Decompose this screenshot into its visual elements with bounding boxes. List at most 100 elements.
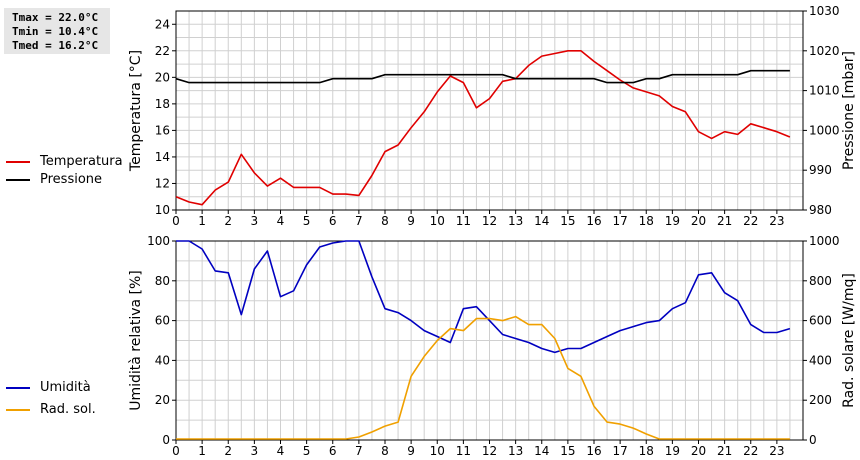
top-right-tick-label: 1010 xyxy=(809,84,840,98)
bottom-left-tick-label: 80 xyxy=(155,274,170,288)
bottom-left-tick-label: 60 xyxy=(155,314,170,328)
legend-temperature-label: Temperatura xyxy=(40,154,123,169)
legend-radiation: Rad. sol. xyxy=(6,402,96,417)
bottom-x-tick-label: 22 xyxy=(743,444,758,458)
bottom-right-axis-title: Rad. solare [W/mq] xyxy=(841,273,857,408)
top-x-tick-label: 9 xyxy=(407,214,415,228)
legend-pressure-label: Pressione xyxy=(40,172,103,187)
bottom-x-tick-label: 1 xyxy=(198,444,206,458)
bottom-x-tick-label: 20 xyxy=(691,444,706,458)
top-x-tick-label: 1 xyxy=(198,214,206,228)
bottom-x-tick-label: 6 xyxy=(329,444,337,458)
bottom-x-tick-label: 5 xyxy=(303,444,311,458)
top-x-tick-label: 8 xyxy=(381,214,389,228)
top-x-tick-label: 14 xyxy=(534,214,549,228)
top-x-tick-label: 16 xyxy=(586,214,601,228)
top-x-tick-label: 20 xyxy=(691,214,706,228)
top-right-tick-label: 1020 xyxy=(809,44,840,58)
top-right-tick-label: 990 xyxy=(809,163,832,177)
top-left-tick-label: 14 xyxy=(155,150,170,164)
bottom-x-tick-label: 19 xyxy=(665,444,680,458)
top-x-tick-label: 13 xyxy=(508,214,523,228)
legend-pressure-swatch xyxy=(6,178,30,181)
legend-radiation-label: Rad. sol. xyxy=(40,402,96,417)
bottom-x-tick-label: 4 xyxy=(277,444,285,458)
tmed-text: Tmed = 16.2°C xyxy=(12,39,99,52)
top-x-tick-label: 10 xyxy=(430,214,445,228)
top-right-tick-label: 1000 xyxy=(809,123,840,137)
bottom-x-tick-label: 14 xyxy=(534,444,549,458)
bottom-x-tick-label: 12 xyxy=(482,444,497,458)
top-x-tick-label: 4 xyxy=(277,214,285,228)
bottom-series-rad-sol- xyxy=(176,315,790,440)
legend-pressure: Pressione xyxy=(6,172,102,187)
bottom-x-tick-label: 9 xyxy=(407,444,415,458)
top-left-tick-label: 22 xyxy=(155,44,170,58)
tmin-text: Tmin = 10.4°C xyxy=(12,25,99,38)
bottom-x-tick-label: 13 xyxy=(508,444,523,458)
legend-temperature: Temperatura xyxy=(6,154,123,169)
top-x-tick-label: 21 xyxy=(717,214,732,228)
bottom-left-tick-label: 20 xyxy=(155,393,170,407)
bottom-x-tick-label: 17 xyxy=(612,444,627,458)
top-right-axis-title: Pressione [mbar] xyxy=(841,51,857,170)
top-right-tick-label: 980 xyxy=(809,203,832,217)
top-x-tick-label: 22 xyxy=(743,214,758,228)
top-x-tick-label: 0 xyxy=(172,214,180,228)
legend-radiation-swatch xyxy=(6,408,30,411)
bottom-right-tick-label: 200 xyxy=(809,393,832,407)
bottom-x-tick-label: 11 xyxy=(456,444,471,458)
tmax-text: Tmax = 22.0°C xyxy=(12,11,99,24)
top-x-tick-label: 7 xyxy=(355,214,363,228)
bottom-right-tick-label: 0 xyxy=(809,433,817,447)
top-x-tick-label: 17 xyxy=(612,214,627,228)
top-x-tick-label: 6 xyxy=(329,214,337,228)
top-x-tick-label: 12 xyxy=(482,214,497,228)
bottom-x-tick-label: 21 xyxy=(717,444,732,458)
top-x-tick-label: 18 xyxy=(639,214,654,228)
bottom-x-tick-label: 18 xyxy=(639,444,654,458)
bottom-x-tick-label: 15 xyxy=(560,444,575,458)
bottom-left-tick-label: 40 xyxy=(155,353,170,367)
bottom-left-tick-label: 100 xyxy=(147,234,170,248)
bottom-x-tick-label: 23 xyxy=(769,444,784,458)
bottom-x-tick-label: 3 xyxy=(251,444,259,458)
top-left-axis-title: Temperatura [°C] xyxy=(128,50,144,172)
top-x-tick-label: 2 xyxy=(224,214,232,228)
top-series-temperatura xyxy=(175,49,791,206)
bottom-x-tick-label: 8 xyxy=(381,444,389,458)
top-x-tick-label: 3 xyxy=(251,214,259,228)
top-right-tick-label: 1030 xyxy=(809,4,840,18)
bottom-right-tick-label: 600 xyxy=(809,314,832,328)
top-left-tick-label: 12 xyxy=(155,176,170,190)
top-x-tick-label: 11 xyxy=(456,214,471,228)
legend-humidity-label: Umidità xyxy=(40,380,91,395)
top-x-tick-label: 15 xyxy=(560,214,575,228)
top-x-tick-label: 5 xyxy=(303,214,311,228)
bottom-x-tick-label: 2 xyxy=(224,444,232,458)
bottom-right-tick-label: 400 xyxy=(809,353,832,367)
top-x-tick-label: 19 xyxy=(665,214,680,228)
bottom-series-umidit- xyxy=(176,240,791,354)
legend-humidity: Umidità xyxy=(6,380,91,395)
top-left-tick-label: 24 xyxy=(155,17,170,31)
top-left-tick-label: 18 xyxy=(155,97,170,111)
bottom-right-tick-label: 1000 xyxy=(809,234,840,248)
bottom-right-tick-label: 800 xyxy=(809,274,832,288)
bottom-x-tick-label: 0 xyxy=(172,444,180,458)
top-left-tick-label: 16 xyxy=(155,123,170,137)
bottom-left-axis-title: Umidità relativa [%] xyxy=(128,270,144,411)
top-x-tick-label: 23 xyxy=(769,214,784,228)
top-series-pressione xyxy=(175,69,790,84)
legend-temperature-swatch xyxy=(6,160,30,163)
top-left-tick-label: 10 xyxy=(155,203,170,217)
bottom-x-tick-label: 7 xyxy=(355,444,363,458)
bottom-left-tick-label: 0 xyxy=(162,433,170,447)
legend-humidity-swatch xyxy=(6,386,30,389)
bottom-x-tick-label: 10 xyxy=(430,444,445,458)
stats-box: Tmax = 22.0°C Tmin = 10.4°C Tmed = 16.2°… xyxy=(4,8,110,54)
bottom-x-tick-label: 16 xyxy=(586,444,601,458)
top-left-tick-label: 20 xyxy=(155,70,170,84)
